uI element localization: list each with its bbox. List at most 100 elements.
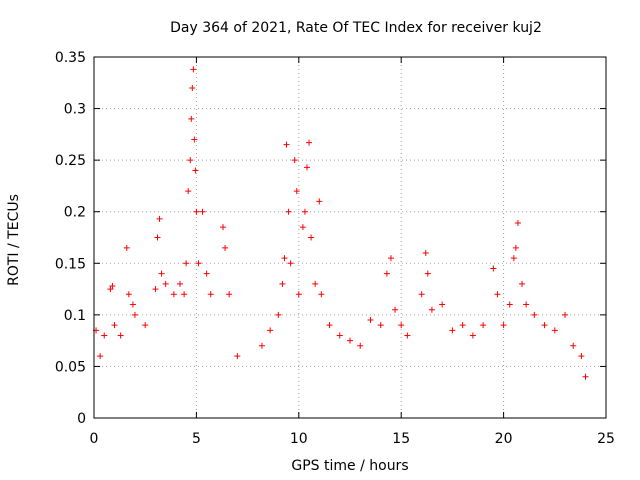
x-tick-label: 5 xyxy=(192,431,201,447)
data-point xyxy=(377,322,384,329)
data-point xyxy=(469,332,476,339)
data-point xyxy=(190,66,197,73)
data-point xyxy=(582,373,589,380)
data-point xyxy=(449,327,456,334)
data-point xyxy=(142,322,149,329)
data-point xyxy=(101,332,108,339)
data-point xyxy=(404,332,411,339)
x-tick-label: 25 xyxy=(597,431,615,447)
data-point xyxy=(512,244,519,251)
data-point xyxy=(387,255,394,262)
data-point xyxy=(541,322,548,329)
data-point xyxy=(189,84,196,91)
data-point xyxy=(283,141,290,148)
data-point xyxy=(181,291,188,298)
x-tick-label: 0 xyxy=(90,431,99,447)
data-point xyxy=(570,342,577,349)
y-tick-label: 0 xyxy=(77,411,86,427)
grid-lines xyxy=(94,57,606,418)
data-points xyxy=(93,66,589,380)
data-point xyxy=(267,327,274,334)
data-point xyxy=(301,208,308,215)
data-point xyxy=(156,215,163,222)
data-point xyxy=(287,260,294,267)
data-point xyxy=(193,208,200,215)
data-point xyxy=(279,280,286,287)
plot-frame xyxy=(93,56,607,419)
data-point xyxy=(123,244,130,251)
data-point xyxy=(303,164,310,171)
data-point xyxy=(203,270,210,277)
data-point xyxy=(439,301,446,308)
data-point xyxy=(299,224,306,231)
data-point xyxy=(222,244,229,251)
data-point xyxy=(234,353,241,360)
data-point xyxy=(510,255,517,262)
data-point xyxy=(578,353,585,360)
data-point xyxy=(523,301,530,308)
data-point xyxy=(195,260,202,267)
data-point xyxy=(418,291,425,298)
x-tick-label: 20 xyxy=(495,431,513,447)
data-point xyxy=(162,280,169,287)
data-point xyxy=(129,301,136,308)
x-tick-label: 15 xyxy=(392,431,410,447)
y-axis-label: ROTI / TECUs xyxy=(6,194,22,286)
data-point xyxy=(191,136,198,143)
data-point xyxy=(192,167,199,174)
data-point xyxy=(357,342,364,349)
data-point xyxy=(125,291,132,298)
x-axis-label: GPS time / hours xyxy=(291,458,408,474)
data-point xyxy=(275,311,282,318)
data-point xyxy=(514,220,521,227)
data-point xyxy=(117,332,124,339)
data-point xyxy=(177,280,184,287)
data-point xyxy=(291,157,298,164)
data-point xyxy=(316,198,323,205)
data-point xyxy=(459,322,466,329)
data-point xyxy=(480,322,487,329)
data-point xyxy=(336,332,343,339)
data-point xyxy=(285,208,292,215)
data-point xyxy=(258,342,265,349)
data-point xyxy=(326,322,333,329)
y-tick-label: 0.3 xyxy=(64,102,86,118)
data-point xyxy=(306,139,313,146)
data-point xyxy=(519,280,526,287)
data-point xyxy=(551,327,558,334)
data-point xyxy=(170,291,177,298)
data-point xyxy=(293,188,300,195)
axis-ticks: 0 0.05 0.1 0.15 0.2 0.25 0.3 0.35 0 5 10 15 20 25 xyxy=(55,50,615,447)
data-point xyxy=(109,282,116,289)
data-point xyxy=(295,291,302,298)
data-point xyxy=(185,188,192,195)
y-tick-label: 0.25 xyxy=(55,153,86,169)
data-point xyxy=(131,311,138,318)
data-point xyxy=(281,255,288,262)
data-point xyxy=(428,306,435,313)
chart-title: Day 364 of 2021, Rate Of TEC Index for r… xyxy=(170,20,542,36)
data-point xyxy=(158,270,165,277)
data-point xyxy=(531,311,538,318)
data-point xyxy=(183,260,190,267)
data-point xyxy=(367,317,374,324)
data-point xyxy=(188,115,195,122)
data-point xyxy=(111,322,118,329)
data-point xyxy=(220,224,227,231)
data-point xyxy=(506,301,513,308)
data-point xyxy=(494,291,501,298)
y-tick-label: 0.2 xyxy=(64,205,86,221)
y-tick-label: 0.35 xyxy=(55,50,86,66)
data-point xyxy=(562,311,569,318)
data-point xyxy=(308,234,315,241)
data-point xyxy=(490,265,497,272)
data-point xyxy=(318,291,325,298)
y-tick-label: 0.1 xyxy=(64,308,86,324)
data-point xyxy=(226,291,233,298)
data-point xyxy=(347,337,353,344)
data-point xyxy=(383,270,390,277)
data-point xyxy=(312,280,319,287)
data-point xyxy=(97,353,104,360)
